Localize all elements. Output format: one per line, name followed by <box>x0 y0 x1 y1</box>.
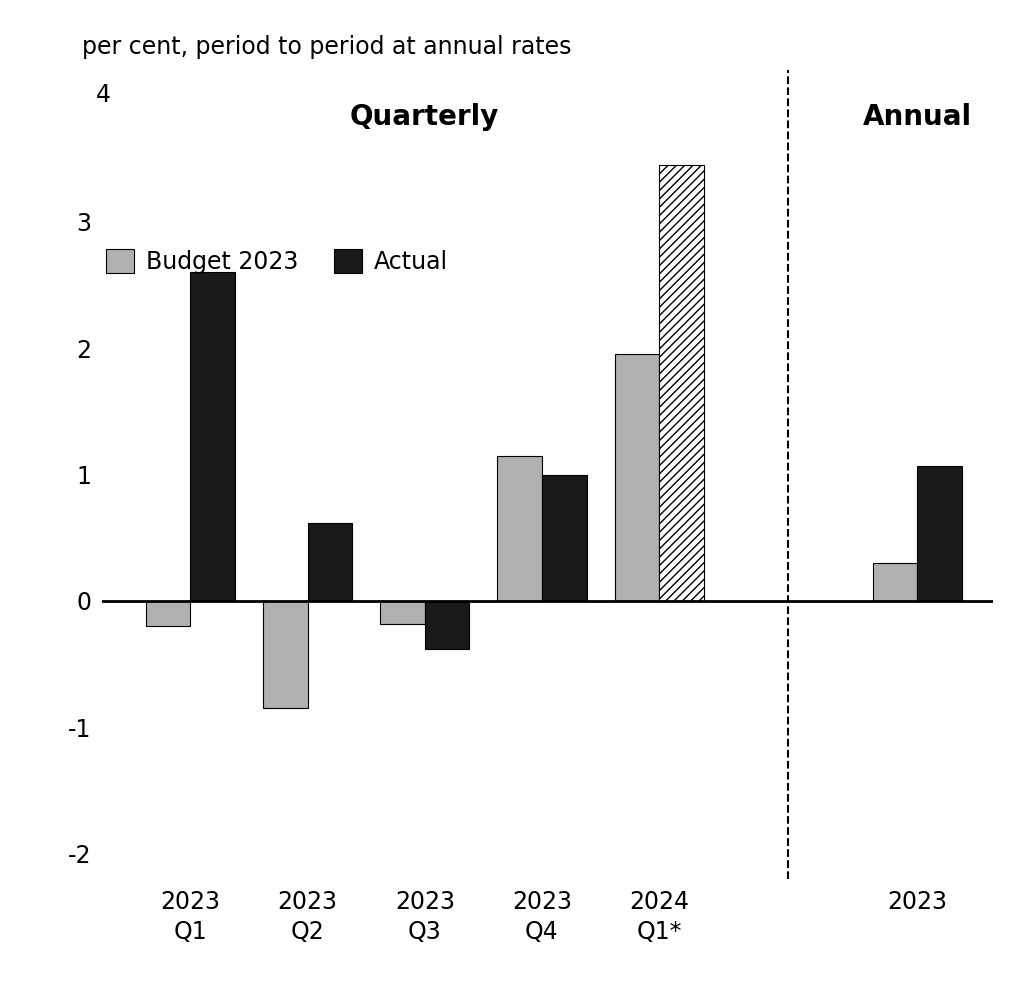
Bar <box>918 466 962 601</box>
Legend: Budget 2023, Actual: Budget 2023, Actual <box>96 240 458 284</box>
Bar <box>145 601 190 626</box>
Bar <box>380 601 425 623</box>
Bar <box>190 272 234 601</box>
Text: 4: 4 <box>95 83 111 107</box>
Bar <box>263 601 307 708</box>
Bar <box>425 601 469 649</box>
Bar <box>872 563 918 601</box>
Bar <box>659 165 703 601</box>
Text: Quarterly: Quarterly <box>350 103 500 131</box>
Bar <box>307 522 352 601</box>
Bar <box>542 475 587 601</box>
Bar <box>498 456 542 601</box>
Text: Annual: Annual <box>862 103 972 131</box>
Text: per cent, period to period at annual rates: per cent, period to period at annual rat… <box>82 35 571 59</box>
Bar <box>614 355 659 601</box>
